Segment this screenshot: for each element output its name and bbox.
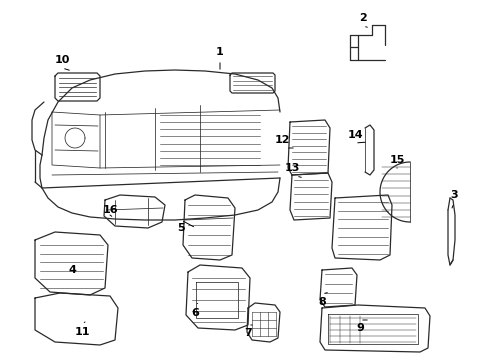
Text: 3: 3 bbox=[450, 190, 458, 200]
Text: 1: 1 bbox=[216, 47, 224, 57]
Text: 8: 8 bbox=[318, 297, 326, 307]
Text: 10: 10 bbox=[54, 55, 70, 65]
Text: 7: 7 bbox=[244, 328, 252, 338]
Text: 11: 11 bbox=[74, 327, 90, 337]
Text: 13: 13 bbox=[285, 163, 300, 173]
Text: 4: 4 bbox=[68, 265, 76, 275]
Text: 16: 16 bbox=[102, 205, 118, 215]
Text: 5: 5 bbox=[177, 223, 185, 233]
Text: 15: 15 bbox=[390, 155, 405, 165]
Text: 14: 14 bbox=[347, 130, 363, 140]
Text: 6: 6 bbox=[191, 308, 199, 318]
Text: 12: 12 bbox=[274, 135, 290, 145]
Text: 9: 9 bbox=[356, 323, 364, 333]
Text: 2: 2 bbox=[359, 13, 367, 23]
